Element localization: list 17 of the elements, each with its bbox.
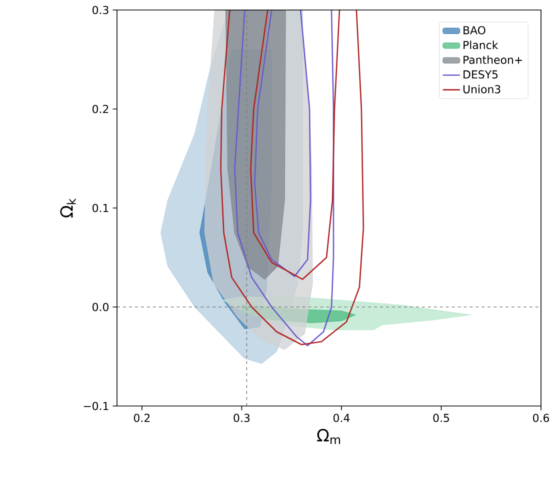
legend-label: BAO — [464, 26, 486, 34]
y-tick-label: −0.1 — [84, 402, 108, 410]
y-tick-label: 0.0 — [92, 302, 108, 312]
y-tick-label: 0.3 — [92, 6, 108, 14]
x-tick-label: 0.4 — [333, 414, 350, 422]
x-tick-label: 0.5 — [433, 414, 449, 422]
legend-label: DESY5 — [464, 70, 498, 79]
legend-label: Pantheon+ — [464, 55, 522, 64]
legend-label: Union3 — [463, 84, 500, 94]
y-tick-label: 0.2 — [92, 104, 108, 114]
x-axis-title: Ω$_{m}$ — [317, 428, 340, 444]
x-tick-label: 0.3 — [234, 414, 250, 422]
y-axis-title: Ω$_{k}$ — [60, 198, 76, 218]
x-tick-label: 0.2 — [134, 414, 150, 422]
y-tick-label: 0.1 — [92, 204, 108, 212]
legend-label: Planck — [464, 40, 498, 50]
x-tick-label: 0.6 — [533, 414, 550, 422]
